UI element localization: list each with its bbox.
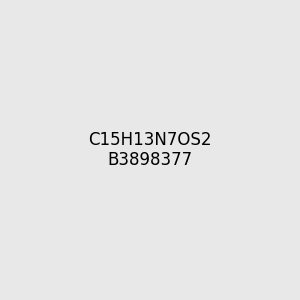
Text: C15H13N7OS2
B3898377: C15H13N7OS2 B3898377	[88, 130, 212, 170]
